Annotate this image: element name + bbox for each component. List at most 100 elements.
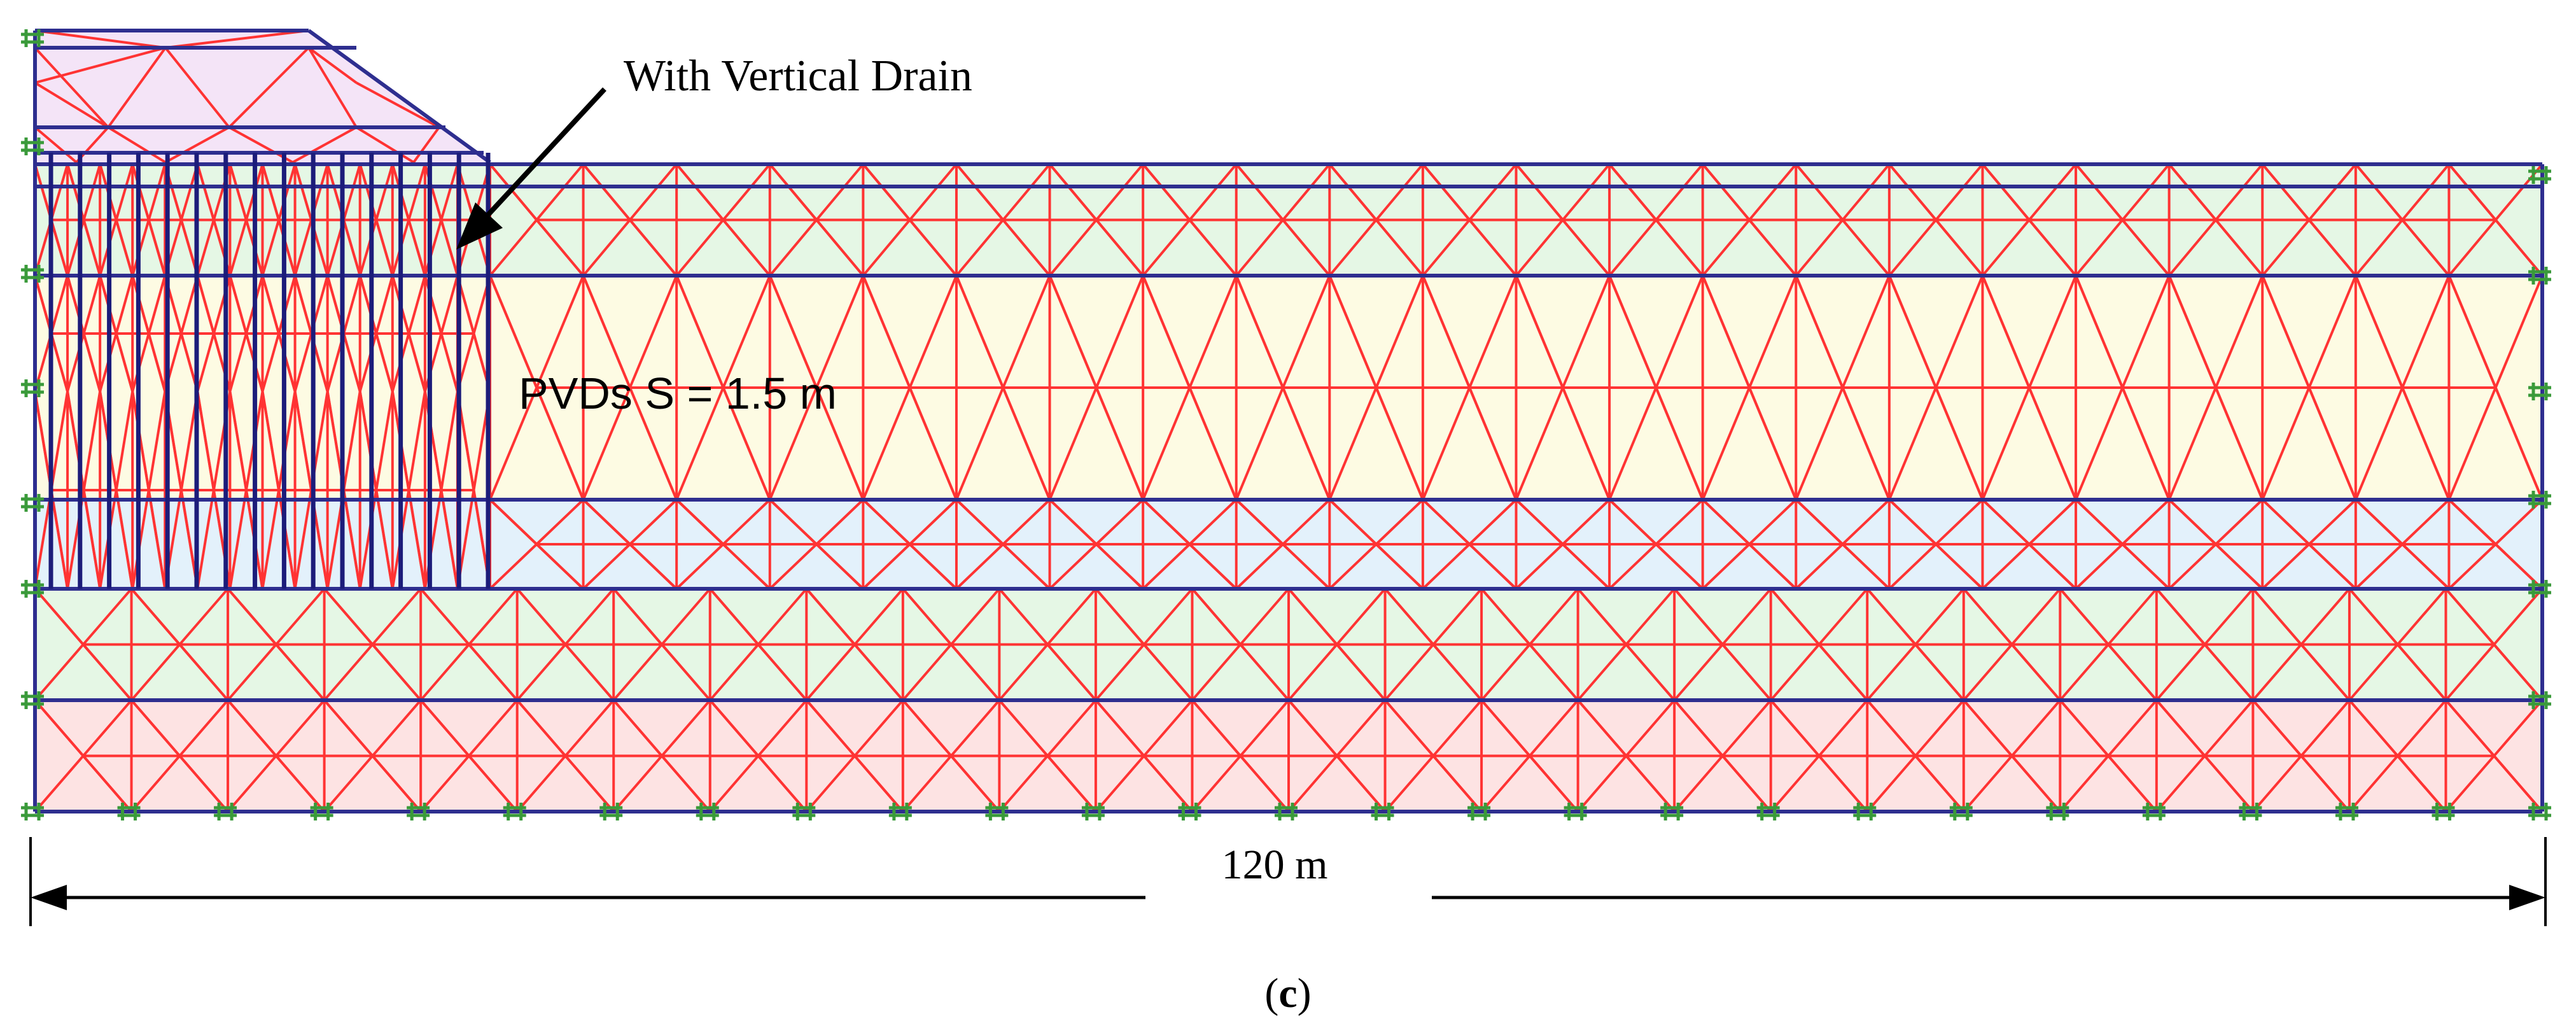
mesh-edge bbox=[371, 588, 422, 645]
fixity-marker-icon bbox=[1371, 803, 1394, 820]
mesh-edge bbox=[2215, 498, 2264, 546]
mesh-edge bbox=[805, 755, 856, 813]
mesh-edge bbox=[2261, 387, 2311, 500]
mesh-edge bbox=[955, 543, 1004, 590]
mesh-edge bbox=[1963, 755, 2013, 813]
mesh-edge bbox=[115, 275, 134, 334]
vertical-drains bbox=[48, 153, 491, 589]
mesh-edge bbox=[1235, 219, 1284, 277]
mesh-edge bbox=[2401, 498, 2450, 546]
mesh-edge bbox=[489, 543, 538, 590]
mesh-edge bbox=[1188, 163, 1238, 221]
fixity-marker-icon bbox=[792, 803, 816, 820]
mesh-edge bbox=[1817, 699, 1868, 757]
fixity-marker-icon bbox=[1467, 803, 1491, 820]
mesh-edge bbox=[147, 275, 167, 334]
mesh-edge bbox=[147, 391, 167, 491]
mesh-edge bbox=[768, 387, 818, 500]
mesh-edge bbox=[2155, 644, 2206, 701]
mesh-edge bbox=[293, 333, 313, 392]
mesh-edge bbox=[1480, 644, 1531, 701]
mesh-edge bbox=[1282, 498, 1331, 546]
mesh-edge bbox=[2447, 387, 2497, 500]
mesh-edge bbox=[1608, 387, 1658, 500]
mesh-edge bbox=[2348, 644, 2399, 701]
mesh-edge bbox=[2447, 219, 2497, 277]
mesh-edge bbox=[1608, 543, 1657, 590]
mesh-edge bbox=[1336, 699, 1387, 757]
fixity-marker-icon bbox=[2528, 166, 2551, 184]
mesh-edge bbox=[2354, 387, 2404, 500]
mesh-edge bbox=[165, 126, 230, 164]
fixity-marker-icon bbox=[503, 803, 526, 820]
fixity-marker-icon bbox=[2046, 803, 2069, 820]
mesh-edge bbox=[261, 489, 281, 589]
mesh-edge bbox=[147, 164, 167, 221]
mesh-edge bbox=[130, 755, 181, 813]
mesh-edge bbox=[2155, 755, 2206, 813]
mesh-edge bbox=[1748, 498, 1797, 546]
fixity-marker-icon bbox=[21, 803, 44, 820]
mesh-edge bbox=[1422, 387, 1471, 500]
mesh-edge bbox=[34, 644, 85, 701]
mesh-edge bbox=[419, 755, 470, 813]
mesh-edge bbox=[2397, 699, 2447, 757]
mesh-edge bbox=[2028, 163, 2077, 221]
mesh-edge bbox=[1191, 644, 1242, 701]
mesh-edge bbox=[1095, 275, 1144, 388]
mesh-edge bbox=[612, 644, 663, 701]
mesh-edge bbox=[1142, 219, 1191, 277]
mesh-edge bbox=[805, 644, 856, 701]
mesh-edge bbox=[1702, 543, 1751, 590]
fixity-marker-icon bbox=[2142, 803, 2166, 820]
mesh-edge bbox=[489, 163, 585, 277]
embankment-slope bbox=[307, 29, 491, 164]
mesh-edge bbox=[998, 644, 1049, 701]
mesh-edge bbox=[34, 81, 109, 129]
mesh-edge bbox=[2204, 588, 2254, 645]
mesh-edge bbox=[2300, 588, 2351, 645]
mesh-edge bbox=[1888, 543, 1937, 590]
mesh-edge bbox=[1188, 275, 1238, 388]
mesh-edge bbox=[342, 275, 361, 334]
mesh-edge bbox=[1049, 543, 1098, 590]
fixity-marker-icon bbox=[21, 494, 44, 512]
mesh-edge bbox=[277, 164, 297, 221]
fixity-marker-icon bbox=[117, 803, 141, 820]
fixity-marker-icon bbox=[1756, 803, 1780, 820]
mesh-edge bbox=[1795, 219, 1844, 277]
mesh-edge bbox=[2059, 755, 2110, 813]
mesh-edge bbox=[902, 755, 953, 813]
mesh-edge bbox=[419, 644, 470, 701]
mesh-edge bbox=[815, 498, 864, 546]
mesh-edge bbox=[307, 46, 358, 129]
mesh-edge bbox=[1239, 588, 1290, 645]
mesh-edge bbox=[1608, 219, 1657, 277]
mesh-edge bbox=[2348, 755, 2399, 813]
mesh-edge bbox=[196, 489, 215, 589]
mesh-edge bbox=[2028, 498, 2077, 546]
mesh-edge bbox=[1432, 699, 1483, 757]
mesh-edge bbox=[629, 163, 678, 221]
mesh-edge bbox=[228, 333, 248, 392]
mesh-edge bbox=[342, 391, 361, 491]
mesh-edge bbox=[2494, 275, 2544, 388]
fixity-marker-icon bbox=[2528, 803, 2551, 820]
mesh-edge bbox=[227, 755, 277, 813]
mesh-edge bbox=[407, 391, 426, 491]
mesh-edge bbox=[1935, 498, 1984, 546]
mesh-edge bbox=[2401, 163, 2450, 221]
mesh-edge bbox=[1577, 644, 1627, 701]
mesh-edge bbox=[375, 391, 394, 491]
mesh-edge bbox=[1046, 699, 1097, 757]
mesh-edge bbox=[1422, 219, 1471, 277]
fixity-marker-icon bbox=[214, 803, 237, 820]
mesh-edge bbox=[275, 699, 326, 757]
mesh-edge bbox=[2251, 644, 2302, 701]
mesh-edge bbox=[2355, 219, 2404, 277]
mesh-edge bbox=[535, 275, 585, 388]
mesh-edge bbox=[1562, 163, 1611, 221]
mesh-edge bbox=[130, 644, 181, 701]
mesh-edge bbox=[909, 163, 958, 221]
mesh-edge bbox=[1095, 644, 1145, 701]
